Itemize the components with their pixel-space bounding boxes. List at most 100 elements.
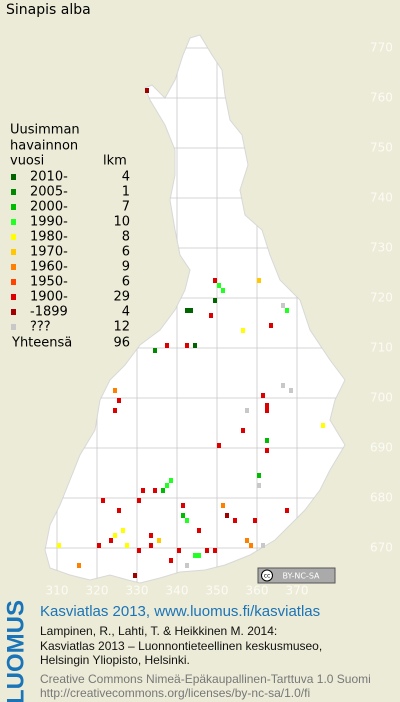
finland-outline bbox=[44, 34, 346, 584]
y-tick-label: 730 bbox=[370, 241, 393, 255]
y-tick-label: 720 bbox=[370, 291, 393, 305]
record bbox=[157, 538, 161, 543]
legend-label: 2000- bbox=[30, 200, 68, 215]
record bbox=[193, 553, 197, 558]
record bbox=[137, 548, 141, 553]
record bbox=[121, 528, 125, 533]
record bbox=[213, 298, 217, 303]
record bbox=[261, 393, 265, 398]
x-tick-label: 310 bbox=[46, 584, 69, 598]
legend-swatch bbox=[11, 204, 16, 210]
x-tick-label: 350 bbox=[206, 584, 229, 598]
legend-count: 10 bbox=[113, 215, 130, 230]
record bbox=[257, 483, 261, 488]
record bbox=[233, 518, 237, 523]
legend-heading: havainnon bbox=[10, 139, 78, 154]
record bbox=[149, 543, 153, 548]
citation: Lampinen, R., Lahti, T. & Heikkinen M. 2… bbox=[40, 624, 277, 638]
record bbox=[285, 508, 289, 513]
legend-swatch bbox=[11, 189, 16, 195]
logo: LUOMUS bbox=[2, 600, 29, 702]
record bbox=[269, 323, 273, 328]
record bbox=[113, 533, 117, 538]
record bbox=[245, 408, 249, 413]
record bbox=[321, 423, 325, 428]
record bbox=[289, 388, 293, 393]
legend-count: 1 bbox=[122, 185, 130, 200]
y-tick-label: 670 bbox=[370, 541, 393, 555]
y-tick-label: 760 bbox=[370, 91, 393, 105]
legend-label: -1899 bbox=[30, 305, 68, 320]
y-tick-label: 690 bbox=[370, 441, 393, 455]
record bbox=[97, 543, 101, 548]
record bbox=[265, 448, 269, 453]
record bbox=[165, 483, 169, 488]
legend-count: 9 bbox=[122, 260, 130, 275]
record bbox=[169, 478, 173, 483]
y-tick-label: 740 bbox=[370, 191, 393, 205]
legend-label: 1970- bbox=[30, 245, 68, 260]
legend-count: 4 bbox=[122, 305, 130, 320]
record bbox=[185, 518, 189, 523]
record bbox=[117, 508, 121, 513]
x-tick-label: 370 bbox=[286, 584, 309, 598]
record bbox=[217, 443, 221, 448]
legend-count: 6 bbox=[122, 245, 130, 260]
record bbox=[109, 538, 113, 543]
x-tick-label: 340 bbox=[166, 584, 189, 598]
legend-count: 6 bbox=[122, 275, 130, 290]
footer-link[interactable]: Kasviatlas 2013, www.luomus.fi/kasviatla… bbox=[40, 603, 320, 620]
record bbox=[281, 303, 285, 308]
badge-box bbox=[257, 567, 336, 584]
record bbox=[285, 308, 289, 313]
legend-count: 8 bbox=[122, 230, 130, 245]
record bbox=[193, 343, 197, 348]
record bbox=[153, 488, 157, 493]
citation: Helsingin Yliopisto, Helsinki. bbox=[40, 653, 190, 667]
legend-label: 2010- bbox=[30, 170, 68, 185]
legend-label: 1950- bbox=[30, 275, 68, 290]
record bbox=[241, 328, 245, 333]
legend-swatch bbox=[11, 309, 16, 315]
badge-icon bbox=[261, 569, 273, 582]
badge-cc: cc bbox=[264, 573, 271, 580]
record bbox=[281, 383, 285, 388]
badge-text: BY-NC-SA bbox=[282, 572, 320, 581]
x-tick-label: 320 bbox=[86, 584, 109, 598]
legend-total: 96 bbox=[113, 336, 130, 351]
record bbox=[205, 548, 209, 553]
x-tick-label: 330 bbox=[126, 584, 149, 598]
record bbox=[145, 88, 149, 93]
y-tick-label: 700 bbox=[370, 391, 393, 405]
license: http://creativecommons.org/licenses/by-n… bbox=[40, 686, 310, 700]
record bbox=[185, 343, 189, 348]
legend-label: 1960- bbox=[30, 260, 68, 275]
legend-count: 7 bbox=[122, 200, 130, 215]
legend-label: 1900- bbox=[30, 290, 68, 305]
legend-swatch bbox=[11, 279, 16, 285]
legend-count: 4 bbox=[122, 170, 130, 185]
record bbox=[221, 288, 225, 293]
record bbox=[197, 528, 201, 533]
record bbox=[133, 573, 137, 578]
record bbox=[241, 428, 245, 433]
legend-heading: Uusimman bbox=[10, 123, 80, 138]
record bbox=[181, 513, 185, 518]
legend-swatch bbox=[11, 324, 16, 330]
record bbox=[141, 488, 145, 493]
legend: Uusimman havainnon vuosi lkm Yhteensä 96… bbox=[10, 123, 130, 351]
record bbox=[185, 563, 189, 568]
record bbox=[265, 438, 269, 443]
record bbox=[189, 308, 193, 313]
legend-count: 29 bbox=[113, 290, 130, 305]
record bbox=[245, 538, 249, 543]
record bbox=[77, 563, 81, 568]
record bbox=[221, 503, 225, 508]
license-badge: cc BY-NC-SA bbox=[257, 567, 336, 584]
record bbox=[217, 283, 221, 288]
legend-swatch bbox=[11, 174, 16, 180]
legend-swatch bbox=[11, 249, 16, 255]
record bbox=[113, 408, 117, 413]
record bbox=[253, 518, 257, 523]
